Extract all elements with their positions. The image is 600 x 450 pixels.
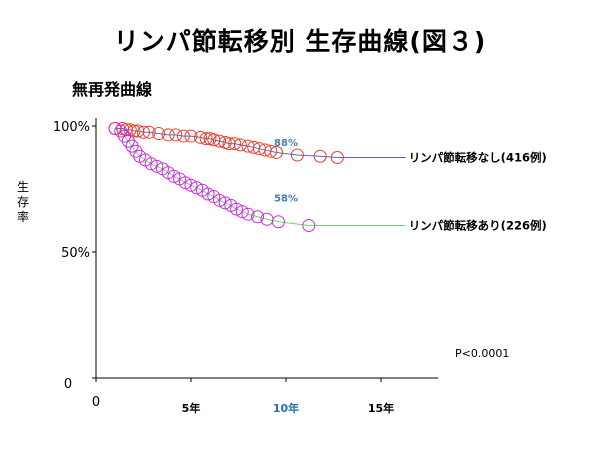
- data-point: [264, 144, 278, 158]
- data-point: [114, 124, 128, 138]
- series-annotation: 58%: [274, 194, 298, 205]
- data-point: [213, 134, 226, 148]
- data-point: [213, 193, 226, 207]
- data-point: [290, 148, 304, 162]
- data-point: [152, 127, 166, 141]
- data-point: [228, 137, 242, 151]
- data-point: [233, 138, 247, 152]
- data-point: [184, 178, 198, 192]
- x-tick-label: 5年: [182, 401, 201, 415]
- data-point: [218, 196, 232, 210]
- data-point: [129, 144, 143, 158]
- series-curve-line: [115, 128, 338, 158]
- series-curve-line: [114, 128, 309, 227]
- data-point: [201, 187, 215, 201]
- chart-title: リンパ節転移別 生存曲線(図３): [113, 27, 487, 56]
- series-label: リンパ節転移なし(416例): [409, 151, 547, 165]
- data-point: [161, 128, 175, 142]
- data-point: [313, 149, 327, 163]
- data-point: [251, 210, 264, 224]
- data-point: [194, 130, 207, 144]
- y-tick-label: 100%: [53, 120, 90, 135]
- data-point: [108, 122, 122, 136]
- data-point: [118, 129, 131, 143]
- data-point: [144, 157, 158, 171]
- x-tick-label: 0: [92, 395, 100, 410]
- chart-axes: 0 50% 100% 0 5年 10年 15年: [53, 118, 438, 415]
- data-point: [169, 128, 183, 142]
- data-point: [142, 125, 156, 139]
- data-point: [235, 205, 249, 219]
- data-point: [137, 125, 150, 139]
- data-point: [150, 159, 164, 173]
- y-tick-label: 0: [64, 377, 72, 392]
- y-axis-label: 生存率: [16, 180, 29, 224]
- series-annotation: 88%: [274, 138, 298, 149]
- data-point: [121, 134, 135, 148]
- data-point: [270, 145, 283, 159]
- data-point: [125, 139, 139, 153]
- series-label: リンパ節転移あり(226例): [409, 219, 547, 233]
- data-point: [178, 176, 192, 190]
- chart-subtitle: 無再発曲線: [72, 80, 153, 99]
- data-point: [199, 132, 213, 146]
- data-point: [184, 129, 198, 143]
- y-tick-label: 50%: [61, 246, 90, 261]
- data-point: [330, 151, 344, 164]
- x-tick-label: 15年: [368, 401, 394, 415]
- data-point: [167, 169, 181, 183]
- data-point: [271, 215, 285, 229]
- data-point: [176, 129, 190, 143]
- series-points: [108, 122, 344, 233]
- chart-labels: リンパ節転移なし(416例) 88% リンパ節転移あり(226例) 58% P<0.00…: [274, 138, 547, 360]
- data-point: [241, 207, 255, 221]
- data-point: [230, 202, 244, 216]
- data-point: [190, 181, 204, 195]
- p-value-label: P<0.0001: [455, 347, 509, 360]
- x-tick-label: 10年: [273, 401, 299, 415]
- data-point: [302, 219, 316, 233]
